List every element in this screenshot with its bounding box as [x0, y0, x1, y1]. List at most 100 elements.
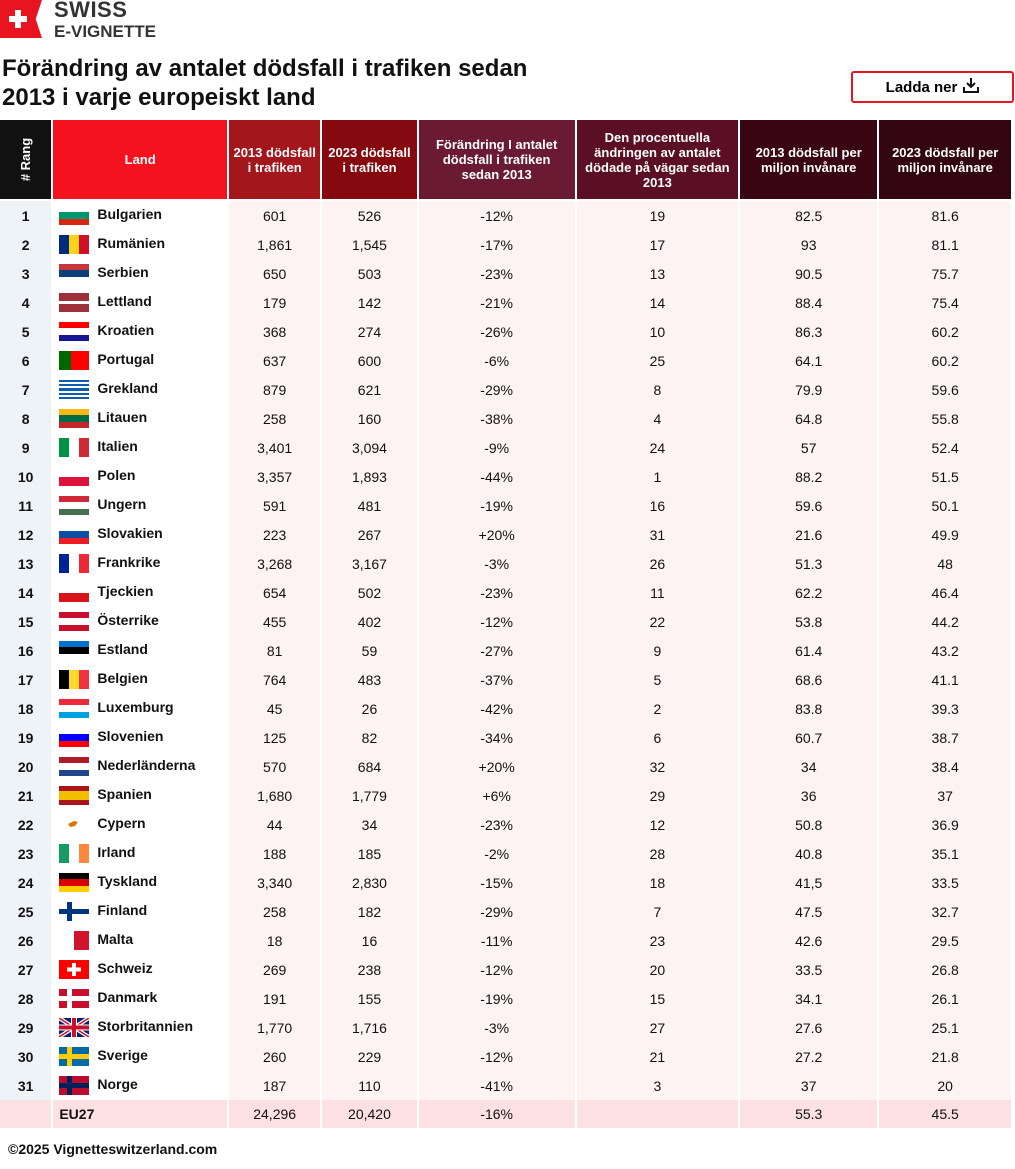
deaths-2013-value: 591	[262, 497, 287, 514]
cell-deaths-2013: 258	[228, 897, 321, 926]
change-value: -42%	[480, 700, 513, 717]
cell-rank: 25	[0, 897, 52, 926]
cell-rank: 30	[0, 1042, 52, 1071]
change-value: -37%	[480, 671, 513, 688]
deaths-2023-value: 684	[357, 758, 382, 775]
table-row: 1 Bulgarien 601 526 -12% 19 82.5 81.6	[0, 201, 1011, 230]
total-row: EU27 24,296 20,420 -16% 55.3 45.5	[0, 1100, 1011, 1128]
per-million-2013-value: 93	[800, 236, 817, 253]
per-million-2013-value: 42.6	[795, 932, 823, 949]
rank-value: 30	[17, 1048, 34, 1065]
cell-pct-rank: 11	[576, 578, 739, 607]
cell-per-million-2023: 46.4	[879, 578, 1011, 607]
cell-country: Slovenien	[53, 723, 227, 752]
change-value: -15%	[480, 874, 513, 891]
per-million-2023-value: 38.4	[931, 758, 959, 775]
cell-pct-rank: 20	[576, 955, 739, 984]
per-million-2013-value: 68.6	[795, 671, 823, 688]
flag-icon	[59, 554, 90, 573]
cell-pct-rank: 17	[576, 230, 739, 259]
cell-per-million-2013: 57	[740, 433, 878, 462]
download-button[interactable]: Ladda ner	[851, 71, 1014, 103]
table-row: 9 Italien 3,401 3,094 -9% 24 57 52.4	[0, 433, 1011, 462]
deaths-2023-value: 185	[357, 845, 382, 862]
cell-change: -23%	[418, 259, 575, 288]
cell-per-million-2013: 36	[740, 781, 878, 810]
cell-change: -41%	[418, 1071, 575, 1100]
cell-deaths-2023: 229	[322, 1042, 417, 1071]
rank-value: 4	[21, 294, 30, 311]
change-value: -3%	[484, 555, 510, 572]
cell-pct-rank: 29	[576, 781, 739, 810]
deaths-2023-value: 160	[357, 410, 382, 427]
cell-country: Cypern	[53, 810, 227, 839]
cell-rank: 11	[0, 491, 52, 520]
header-rank: # Rang	[0, 120, 52, 201]
pct-rank-value: 17	[649, 236, 666, 253]
cell-per-million-2013: 34.1	[740, 984, 878, 1013]
cell-country: Nederländerna	[53, 752, 227, 781]
pct-rank-value: 26	[649, 555, 666, 572]
flag-icon	[59, 438, 90, 457]
change-value: -41%	[480, 1077, 513, 1094]
per-million-2013-value: 34	[800, 758, 817, 775]
country-value: Estland	[97, 641, 148, 658]
pct-rank-value: 6	[653, 729, 662, 746]
cell-per-million-2023: 59.6	[879, 375, 1011, 404]
cell-deaths-2023: 185	[322, 839, 417, 868]
per-million-2013-value: 36	[800, 787, 817, 804]
table-row: 21 Spanien 1,680 1,779 +6% 29 36 37	[0, 781, 1011, 810]
change-value: -12%	[480, 207, 513, 224]
change-value: -21%	[480, 294, 513, 311]
deaths-2013-value: 637	[262, 352, 287, 369]
brand-line1: SWISS	[54, 0, 128, 22]
deaths-2013-value: 654	[262, 584, 287, 601]
rank-value: 21	[17, 787, 34, 804]
cell-per-million-2023: 44.2	[879, 607, 1011, 636]
total-change: -16%	[480, 1106, 513, 1122]
table-row: 29 Storbritannien 1,770 1,716 -3% 27 27.6 25.1	[0, 1013, 1011, 1042]
pct-rank-value: 24	[649, 439, 666, 456]
per-million-2023-value: 60.2	[931, 352, 959, 369]
cell-country: Norge	[53, 1071, 227, 1100]
rank-value: 28	[17, 990, 34, 1007]
per-million-2013-value: 83.8	[795, 700, 823, 717]
cell-change: -27%	[418, 636, 575, 665]
cell-change: -3%	[418, 549, 575, 578]
per-million-2013-value: 60.7	[795, 729, 823, 746]
change-value: -19%	[480, 990, 513, 1007]
per-million-2013-value: 40.8	[795, 845, 823, 862]
cell-per-million-2023: 29.5	[879, 926, 1011, 955]
cell-change: -12%	[418, 1042, 575, 1071]
cell-pct-rank: 27	[576, 1013, 739, 1042]
flag-icon	[59, 815, 89, 834]
header-deaths-2013: 2013 dödsfall i trafiken	[228, 120, 321, 201]
cell-deaths-2023: 621	[322, 375, 417, 404]
cell-per-million-2013: 62.2	[740, 578, 878, 607]
per-million-2013-value: 41,5	[795, 874, 823, 891]
rank-value: 23	[17, 845, 34, 862]
footer-copyright: ©2025 Vignetteswitzerland.com	[8, 1141, 218, 1157]
flag-icon	[59, 786, 90, 805]
flag-icon	[59, 612, 90, 631]
cell-country: Italien	[53, 433, 227, 462]
per-million-2023-value: 81.1	[931, 236, 959, 253]
cell-per-million-2013: 34	[740, 752, 878, 781]
cell-rank: 4	[0, 288, 52, 317]
rank-value: 13	[17, 555, 34, 572]
per-million-2013-value: 62.2	[795, 584, 823, 601]
deaths-2023-value: 155	[357, 990, 382, 1007]
cell-per-million-2013: 40.8	[740, 839, 878, 868]
cell-per-million-2013: 88.4	[740, 288, 878, 317]
cell-deaths-2013: 650	[228, 259, 321, 288]
cell-rank: 27	[0, 955, 52, 984]
cell-per-million-2013: 59.6	[740, 491, 878, 520]
flag-icon	[59, 351, 90, 370]
header-pct-rank: Den procentuella ändringen av antalet dö…	[576, 120, 739, 201]
per-million-2013-value: 61.4	[795, 642, 823, 659]
total-cell-per-million-2013: 55.3	[740, 1100, 878, 1128]
data-table: # Rang Land 2013 dödsfall i trafiken 2023 d…	[0, 120, 1013, 1128]
deaths-2013-value: 260	[262, 1048, 287, 1065]
pct-rank-value: 16	[649, 497, 666, 514]
total-cell-rank	[0, 1100, 52, 1128]
